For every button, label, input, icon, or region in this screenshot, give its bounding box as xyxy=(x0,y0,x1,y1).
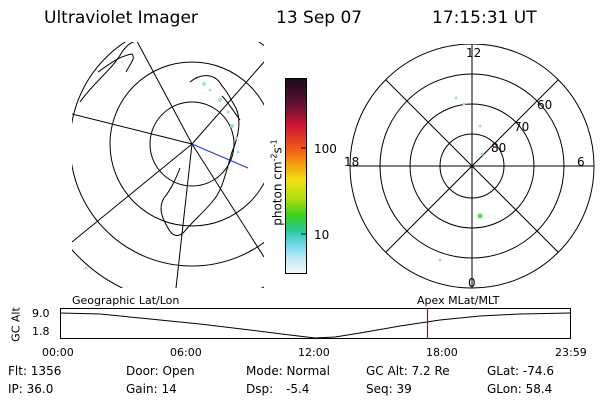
antarctica-coastline xyxy=(160,75,240,236)
info-gc-alt: GC Alt: 7.2 Re xyxy=(366,364,450,378)
geographic-image-panel xyxy=(72,42,264,288)
info-dsp-value: -5.4 xyxy=(286,382,310,396)
polar-aurora xyxy=(438,96,484,262)
geo-lat-circle xyxy=(149,101,235,187)
info-seq: Seq: 39 xyxy=(366,382,412,396)
info-glat: GLat: -74.6 xyxy=(487,364,554,378)
mlt-label-18: 18 xyxy=(344,155,360,169)
geo-meridian xyxy=(191,143,264,258)
polar-mlt-plot xyxy=(349,44,595,289)
aurora-emission xyxy=(84,61,240,270)
timeline-y-tick-9: 9.0 xyxy=(32,307,50,320)
polar-diagonal xyxy=(385,79,559,253)
lat-label-60: 60 xyxy=(537,98,553,112)
info-ip: IP: 36.0 xyxy=(8,382,54,396)
x-tick-0000: 00:00 xyxy=(42,346,74,359)
geo-meridian xyxy=(72,143,193,243)
time-label: 17:15:31 UT xyxy=(432,8,537,28)
geo-lat-circle xyxy=(72,42,264,267)
info-dsp-label: Dsp: xyxy=(246,382,274,396)
geo-lat-circle xyxy=(72,249,264,288)
info-gain: Gain: 14 xyxy=(126,382,177,396)
info-glon: GLon: 58.4 xyxy=(487,382,553,396)
coastline xyxy=(221,95,241,121)
mlt-label-6: 6 xyxy=(577,155,585,169)
noon-midnight-line xyxy=(191,143,249,169)
mlt-label-12: 12 xyxy=(466,46,482,60)
coastline xyxy=(79,42,135,103)
x-tick-1800: 18:00 xyxy=(426,346,458,359)
geo-meridian xyxy=(175,143,193,288)
colorbar-unit-label: photon cm-2s-1 xyxy=(269,139,285,226)
apex-title: Apex MLat/MLT xyxy=(417,294,500,307)
lat-label-70: 70 xyxy=(514,120,530,134)
altitude-curve xyxy=(60,312,572,339)
date-label: 13 Sep 07 xyxy=(276,8,363,28)
info-door: Door: Open xyxy=(126,364,195,378)
info-flight: Flt: 1356 xyxy=(8,364,62,378)
mlt-label-0: 0 xyxy=(468,276,476,290)
x-tick-2359: 23:59 xyxy=(555,346,587,359)
colorbar-tick-10: 10 xyxy=(314,228,330,242)
geo-lat-circle xyxy=(72,42,264,288)
x-tick-1200: 12:00 xyxy=(298,346,330,359)
timeline-y-tick-1.8: 1.8 xyxy=(32,325,50,338)
colorbar-tick-100: 100 xyxy=(314,142,337,156)
geo-meridian xyxy=(72,113,193,145)
geo-meridian xyxy=(136,42,193,145)
intensity-colorbar xyxy=(285,78,307,274)
coastline xyxy=(97,53,134,73)
instrument-title: Ultraviolet Imager xyxy=(44,8,198,28)
lat-label-80: 80 xyxy=(491,141,507,155)
altitude-timeline xyxy=(60,308,572,339)
timeline-frame xyxy=(60,308,571,339)
x-tick-0600: 06:00 xyxy=(170,346,202,359)
geo-lat-circle xyxy=(109,61,264,227)
timeline-y-label: GC Alt xyxy=(9,307,23,342)
info-mode: Mode: Normal xyxy=(246,364,330,378)
geographic-title: Geographic Lat/Lon xyxy=(72,294,180,307)
